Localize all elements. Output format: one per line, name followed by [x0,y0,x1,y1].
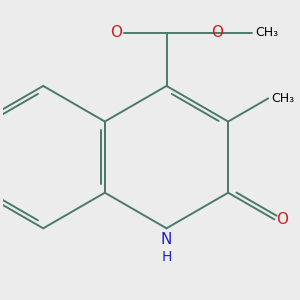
Text: CH₃: CH₃ [271,92,294,105]
Text: O: O [277,212,289,227]
Text: N: N [161,232,172,247]
Text: O: O [110,25,122,40]
Text: O: O [212,25,224,40]
Text: H: H [161,250,172,264]
Text: CH₃: CH₃ [256,26,279,39]
